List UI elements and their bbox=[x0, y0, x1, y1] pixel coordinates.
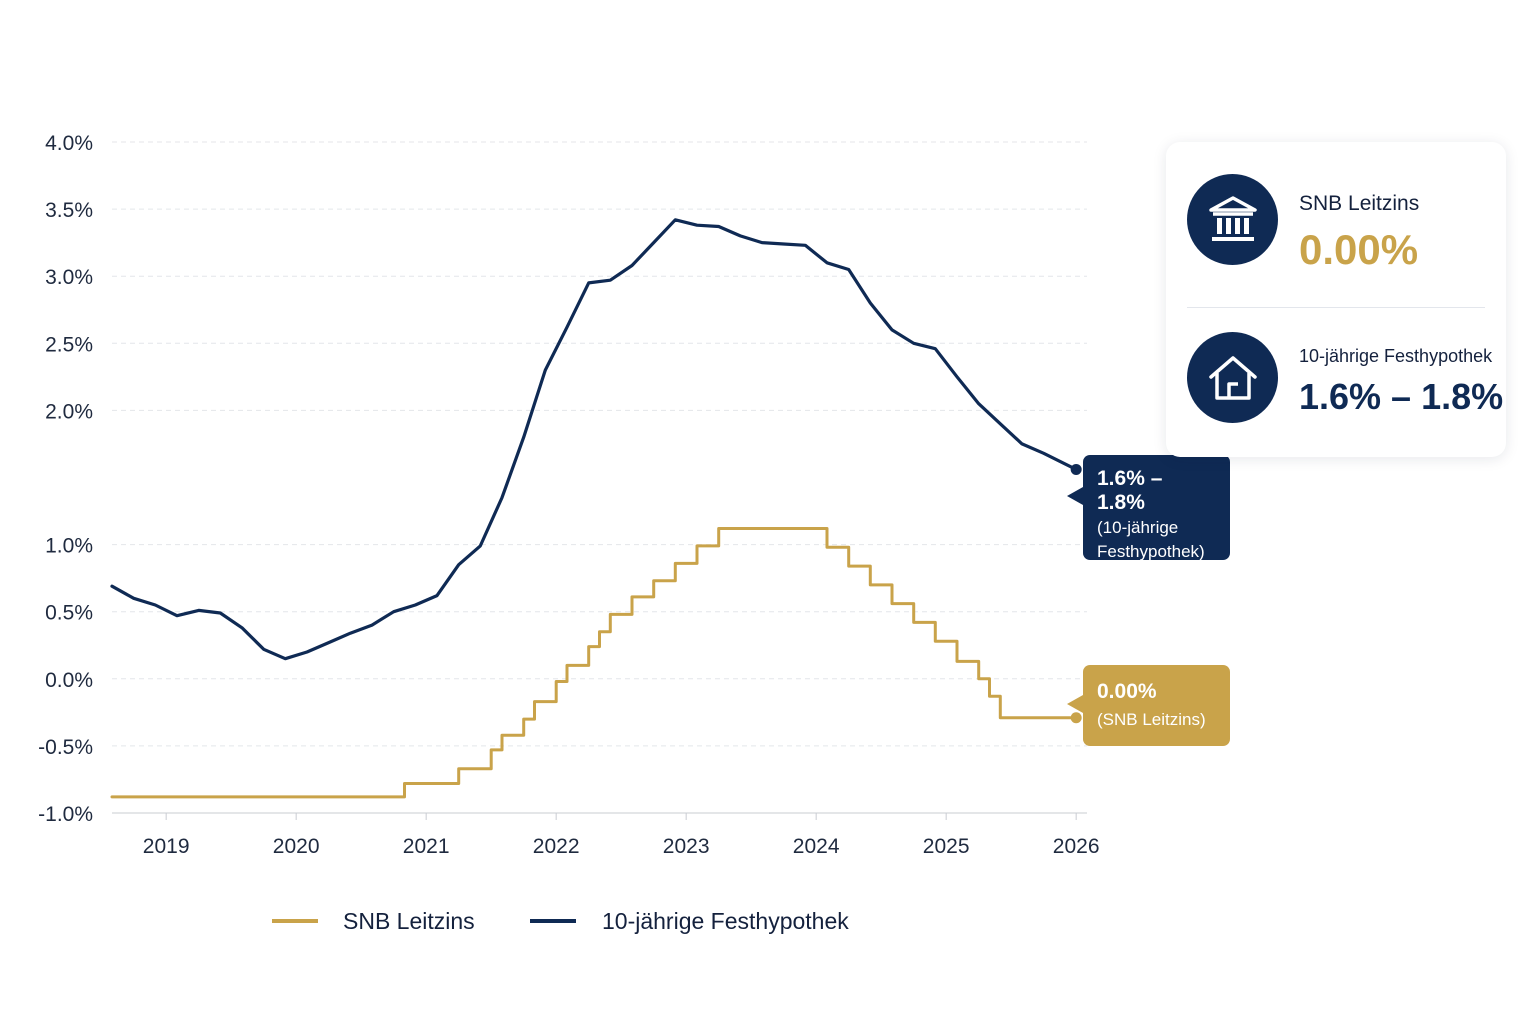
mortgage-callout-value: 1.6% – 1.8% bbox=[1097, 467, 1163, 514]
grid bbox=[112, 141, 1087, 747]
y-tick-label: 4.0% bbox=[45, 132, 93, 155]
y-tick-label: 2.0% bbox=[45, 400, 93, 423]
x-tick-label: 2021 bbox=[403, 835, 450, 858]
snb-callout: 0.00% (SNB Leitzins) bbox=[1067, 665, 1230, 746]
mortgage-callout: 1.6% – 1.8% (10-jährige Festhypothek) bbox=[1067, 455, 1230, 561]
snb-callout-line1: (SNB Leitzins) bbox=[1097, 710, 1206, 729]
y-tick-label: 3.0% bbox=[45, 266, 93, 289]
series-line-0 bbox=[110, 527, 1078, 799]
legend-label-snb: SNB Leitzins bbox=[343, 908, 475, 934]
series-line-1 bbox=[110, 218, 1078, 661]
info-card-snb-value: 0.00% bbox=[1299, 226, 1419, 273]
y-tick-label: 1.0% bbox=[45, 535, 93, 558]
x-tick-label: 2025 bbox=[923, 835, 970, 858]
series-layer bbox=[110, 218, 1082, 799]
y-tick-label: 0.5% bbox=[45, 602, 93, 625]
y-tick-label: 2.5% bbox=[45, 333, 93, 356]
x-tick-label: 2020 bbox=[273, 835, 320, 858]
x-tick-label: 2024 bbox=[793, 835, 840, 858]
info-card-mortgage: 10-jährige Festhypothek 1.6% – 1.8% bbox=[1166, 332, 1506, 452]
y-tick-label: -0.5% bbox=[38, 736, 93, 759]
y-tick-label: 0.0% bbox=[45, 669, 93, 692]
x-tick-label: 2026 bbox=[1053, 835, 1100, 858]
y-tick-label: -1.0% bbox=[38, 803, 93, 826]
info-card-snb-label: SNB Leitzins bbox=[1299, 192, 1420, 215]
legend-label-mortgage: 10-jährige Festhypothek bbox=[602, 908, 849, 934]
info-card-divider bbox=[1187, 307, 1485, 308]
series-endpoint-0 bbox=[1070, 712, 1082, 724]
mortgage-callout-line2: Festhypothek) bbox=[1097, 542, 1205, 561]
mortgage-callout-line1: (10-jährige bbox=[1097, 518, 1179, 537]
legend: SNB Leitzins 10-jährige Festhypothek bbox=[272, 908, 849, 934]
x-axis: 2019 2020 2021 2022 2023 2024 2025 2026 bbox=[143, 813, 1100, 858]
x-tick-label: 2023 bbox=[663, 835, 710, 858]
info-card-mortgage-label: 10-jährige Festhypothek bbox=[1299, 346, 1493, 366]
series-endpoint-1 bbox=[1070, 463, 1082, 475]
y-axis: 4.0% 3.5% 3.0% 2.5% 2.0% 1.0% 0.5% 0.0% -0.5% -1.… bbox=[38, 132, 93, 826]
info-card-snb: SNB Leitzins 0.00% bbox=[1166, 174, 1506, 294]
info-card-mortgage-value: 1.6% – 1.8% bbox=[1299, 376, 1504, 417]
house-icon bbox=[1187, 332, 1278, 423]
x-tick-label: 2019 bbox=[143, 835, 190, 858]
bank-building-icon bbox=[1187, 174, 1278, 265]
x-tick-label: 2022 bbox=[533, 835, 580, 858]
y-tick-label: 3.5% bbox=[45, 199, 93, 222]
info-card: SNB Leitzins 0.00% 10-jährige Festhypoth… bbox=[1166, 142, 1506, 457]
snb-callout-value: 0.00% bbox=[1097, 680, 1157, 703]
